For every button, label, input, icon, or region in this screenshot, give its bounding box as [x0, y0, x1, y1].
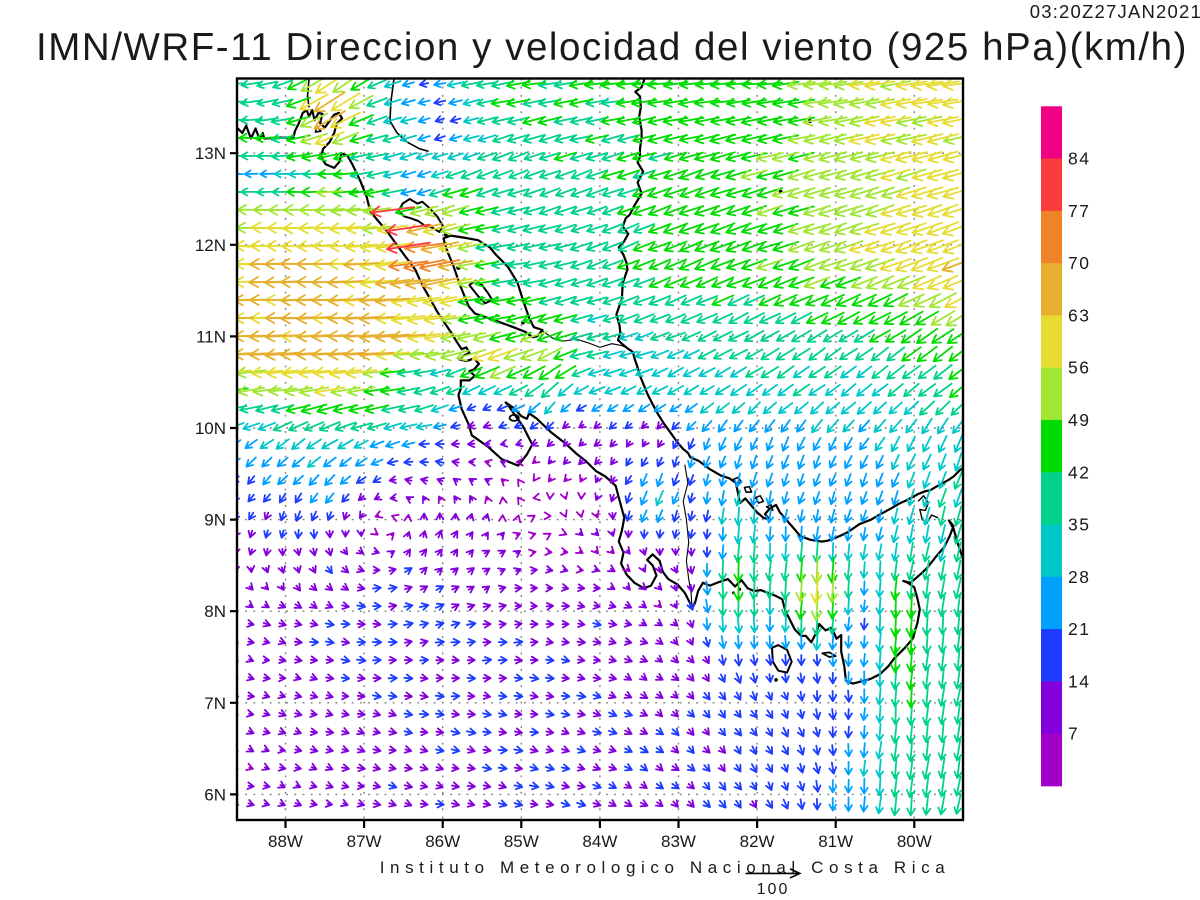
svg-text:7: 7 [1068, 724, 1079, 744]
svg-text:11N: 11N [196, 327, 226, 346]
svg-text:13N: 13N [195, 144, 226, 163]
svg-text:9N: 9N [204, 511, 226, 530]
svg-text:6N: 6N [204, 785, 226, 804]
svg-text:84W: 84W [582, 832, 617, 851]
svg-text:IMN/WRF-11 Direccion y velocid: IMN/WRF-11 Direccion y velocidad del vie… [36, 26, 1188, 69]
svg-text:03:20Z27JAN2021: 03:20Z27JAN2021 [1030, 1, 1200, 22]
svg-text:63: 63 [1068, 305, 1090, 325]
svg-text:8N: 8N [204, 602, 226, 621]
svg-text:49: 49 [1068, 410, 1090, 430]
svg-text:42: 42 [1068, 462, 1090, 482]
svg-text:81W: 81W [818, 832, 853, 851]
svg-text:Instituto Meteorologico Nacion: Instituto Meteorologico Nacional Costa R… [380, 858, 951, 877]
svg-text:14: 14 [1068, 671, 1090, 691]
svg-text:80W: 80W [897, 832, 932, 851]
svg-text:70: 70 [1068, 253, 1090, 273]
svg-text:88W: 88W [268, 832, 303, 851]
svg-text:87W: 87W [347, 832, 382, 851]
svg-text:35: 35 [1068, 515, 1090, 535]
svg-text:84: 84 [1068, 149, 1090, 169]
svg-text:56: 56 [1068, 358, 1090, 378]
svg-text:100: 100 [757, 881, 790, 898]
svg-text:82W: 82W [740, 832, 775, 851]
svg-text:28: 28 [1068, 567, 1090, 587]
svg-text:85W: 85W [504, 832, 539, 851]
svg-text:12N: 12N [195, 236, 226, 255]
svg-text:21: 21 [1068, 619, 1090, 639]
svg-text:77: 77 [1068, 201, 1090, 221]
svg-text:86W: 86W [425, 832, 460, 851]
svg-text:7N: 7N [204, 694, 226, 713]
svg-text:10N: 10N [195, 419, 226, 438]
svg-text:83W: 83W [661, 832, 696, 851]
